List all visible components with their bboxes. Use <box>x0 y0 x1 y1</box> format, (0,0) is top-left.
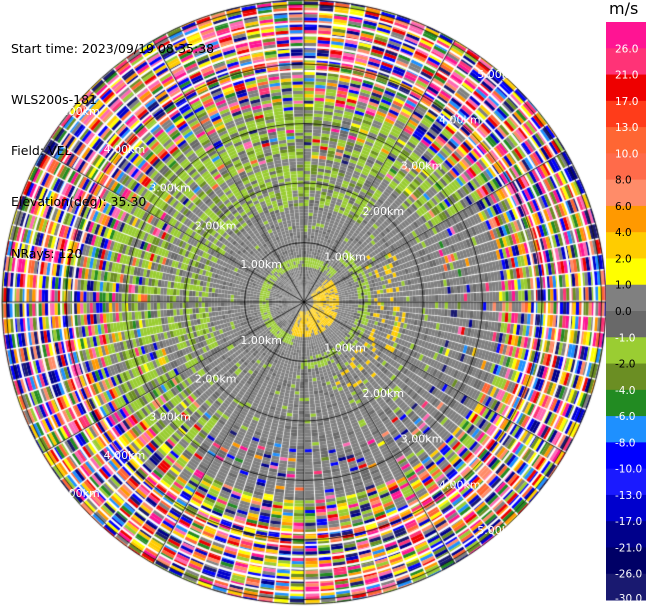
colorbar-band <box>606 416 646 443</box>
range-ring-label: 3.00km <box>401 159 443 172</box>
range-ring-label: 1.00km <box>240 334 282 347</box>
colorbar-band <box>606 337 646 365</box>
colorbar-band <box>606 74 646 102</box>
colorbar-tick-label: -21.0 <box>615 542 642 554</box>
colorbar-tick-label: -13.0 <box>615 490 642 502</box>
colorbar-tick-label: -1.0 <box>615 332 636 344</box>
colorbar-band <box>606 573 646 601</box>
colorbar-tick-label: -2.0 <box>615 359 636 371</box>
range-ring-label: 2.00km <box>362 387 404 400</box>
colorbar-band <box>606 442 646 470</box>
range-ring-label: 5.00km <box>477 524 519 537</box>
colorbar-band <box>606 205 646 233</box>
elevation-text: Elevation(deg): 35.30 <box>11 194 147 209</box>
colorbar-tick-label: 17.0 <box>615 96 638 108</box>
colorbar-tick-label: 13.0 <box>615 122 638 134</box>
colorbar-tick-label: -8.0 <box>615 437 636 449</box>
range-ring-label: 1.00km <box>324 250 366 263</box>
range-ring-label: 4.00km <box>439 114 481 127</box>
colorbar-band <box>606 521 646 548</box>
colorbar-band <box>606 311 646 338</box>
field-text: Field: VEL <box>11 143 72 158</box>
colorbar-band <box>606 232 646 259</box>
range-ring-label: 1.00km <box>240 258 282 271</box>
colorbar-tick-label: 8.0 <box>615 175 632 187</box>
colorbar-tick-label: -4.0 <box>615 385 636 397</box>
range-ring-label: 3.00km <box>149 411 191 424</box>
colorbar-band <box>606 363 646 391</box>
colorbar-unit-label: m/s <box>609 0 639 18</box>
colorbar-band <box>606 389 646 417</box>
colorbar-tick-label: -10.0 <box>615 464 642 476</box>
colorbar-band <box>606 22 646 49</box>
colorbar-tick-label: -30.0 <box>615 593 642 605</box>
range-ring-label: 5.00km <box>58 105 100 118</box>
range-ring-label: 3.00km <box>401 433 443 446</box>
start-time-text: Start time: 2023/09/19 08:35:38 <box>11 41 215 56</box>
colorbar-tick-label: 4.0 <box>615 227 632 239</box>
colorbar-tick-label: -17.0 <box>615 516 642 528</box>
colorbar-band <box>606 547 646 575</box>
colorbar-tick-label: 10.0 <box>615 148 638 160</box>
range-ring-label: 1.00km <box>324 342 366 355</box>
colorbar-band <box>606 258 646 286</box>
colorbar-tick-label: -6.0 <box>615 411 636 423</box>
colorbar-band <box>606 127 646 154</box>
colorbar-band <box>606 494 646 522</box>
colorbar-tick-label: -26.0 <box>615 569 642 581</box>
range-ring-label: 2.00km <box>195 220 237 233</box>
colorbar-band <box>606 468 646 496</box>
colorbar-band <box>606 179 646 207</box>
colorbar-band <box>606 153 646 181</box>
range-ring-label: 3.00km <box>149 181 191 194</box>
range-ring-label: 5.00km <box>477 68 519 81</box>
colorbar-tick-label: 6.0 <box>615 201 632 213</box>
colorbar-tick-label: 2.0 <box>615 253 632 265</box>
nrays-text: NRays: 120 <box>11 246 83 261</box>
range-ring-label: 4.00km <box>439 478 481 491</box>
colorbar: 26.0 21.0 17.0 13.0 10.0 8.0 6.0 4.0 2.0 1.0 0.0 -1… <box>606 22 646 605</box>
colorbar-band <box>606 100 646 128</box>
range-ring-label: 4.00km <box>104 449 146 462</box>
colorbar-tick-label: 0.0 <box>615 306 632 318</box>
range-ring-label: 5.00km <box>58 487 100 500</box>
scan-info: Start time: 2023/09/19 08:35:38 WLS200s-… <box>11 6 214 279</box>
range-ring-label: 2.00km <box>195 372 237 385</box>
colorbar-band <box>606 48 646 76</box>
range-ring-label: 4.00km <box>104 143 146 156</box>
colorbar-tick-label: 26.0 <box>615 43 638 55</box>
instrument-text: WLS200s-181 <box>11 92 97 107</box>
range-ring-label: 2.00km <box>362 205 404 218</box>
colorbar-band <box>606 284 646 312</box>
colorbar-tick-label: 21.0 <box>615 70 638 82</box>
colorbar-tick-label: 1.0 <box>615 280 632 292</box>
